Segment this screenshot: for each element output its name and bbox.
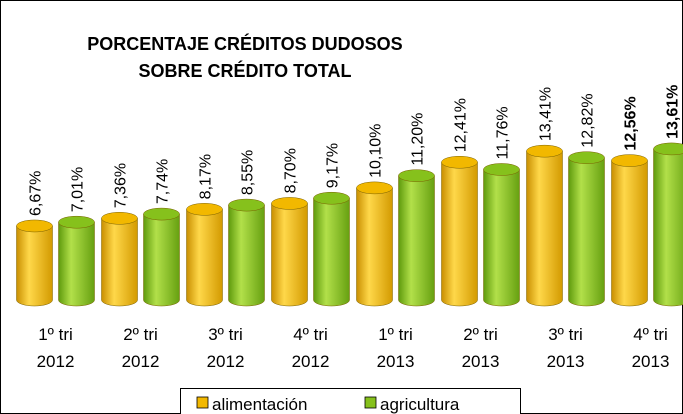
x-tick-label: 4º tri [293, 325, 328, 344]
x-tick-label: 4º tri [633, 325, 668, 344]
data-label: 7,74% [155, 159, 172, 204]
bar-top [653, 142, 683, 156]
bar-top [526, 144, 563, 158]
legend-swatch [196, 396, 209, 409]
x-tick-label: 3º tri [548, 325, 583, 344]
data-label: 12,82% [580, 93, 597, 147]
legend-label: alimentación [212, 395, 307, 414]
bar-top [186, 203, 223, 216]
data-label: 11,76% [495, 106, 512, 159]
bar [526, 150, 563, 307]
bar [441, 161, 478, 307]
bar-top [313, 191, 350, 205]
bar [101, 218, 138, 307]
x-tick-label: 2012 [37, 352, 75, 371]
x-tick-label: 3º tri [208, 325, 243, 344]
bar [186, 209, 223, 307]
x-tick-label: 2012 [207, 352, 245, 371]
data-label: 7,01% [70, 167, 87, 212]
bar-top [228, 198, 265, 212]
x-tick-label: 2013 [377, 352, 415, 371]
bar-top [611, 154, 648, 167]
bar [228, 204, 265, 307]
data-label: 8,55% [240, 150, 257, 195]
bar-top [271, 197, 308, 210]
data-label: 13,41% [538, 87, 555, 141]
bar [653, 148, 683, 307]
bar [16, 225, 53, 307]
legend [180, 388, 521, 414]
bar [611, 160, 648, 307]
bar-top [143, 207, 180, 221]
bar [483, 169, 520, 307]
data-label: 9,17% [325, 143, 342, 188]
data-label: 12,41% [453, 98, 470, 152]
bar [143, 213, 180, 307]
x-tick-label: 2013 [547, 352, 585, 371]
bar [356, 187, 393, 307]
chart-title: SOBRE CRÉDITO TOTAL [138, 60, 351, 81]
data-label: 8,70% [283, 148, 300, 193]
x-tick-label: 2º tri [123, 325, 158, 344]
data-label: 11,20% [410, 113, 427, 166]
bar [398, 175, 435, 307]
x-tick-label: 2013 [462, 352, 500, 371]
bar-top [356, 181, 393, 195]
chart-title: PORCENTAJE CRÉDITOS DUDOSOS [87, 33, 402, 54]
bar [313, 197, 350, 307]
bar-top [101, 212, 138, 225]
bar-top [568, 151, 605, 164]
data-label: 10,10% [368, 124, 385, 178]
data-label: 13,61% [665, 85, 682, 139]
x-tick-label: 2012 [292, 352, 330, 371]
bar-top [441, 155, 478, 169]
x-tick-label: 2012 [122, 352, 160, 371]
bar-top [58, 215, 95, 229]
legend-label: agricultura [380, 395, 460, 414]
bar [58, 221, 95, 307]
data-label: 12,56% [623, 96, 640, 150]
x-tick-label: 1º tri [38, 325, 73, 344]
bar-top [398, 169, 435, 182]
x-tick-label: 2013 [632, 352, 670, 371]
data-label: 8,17% [198, 154, 215, 199]
x-tick-label: 2º tri [463, 325, 498, 344]
x-tick-label: 1º tri [378, 325, 413, 344]
bar-top [16, 219, 53, 233]
data-label: 6,67% [28, 171, 45, 216]
data-label: 7,36% [113, 163, 130, 208]
bar [568, 157, 605, 307]
bar [271, 203, 308, 307]
bar-top [483, 163, 520, 176]
legend-swatch [364, 396, 377, 409]
